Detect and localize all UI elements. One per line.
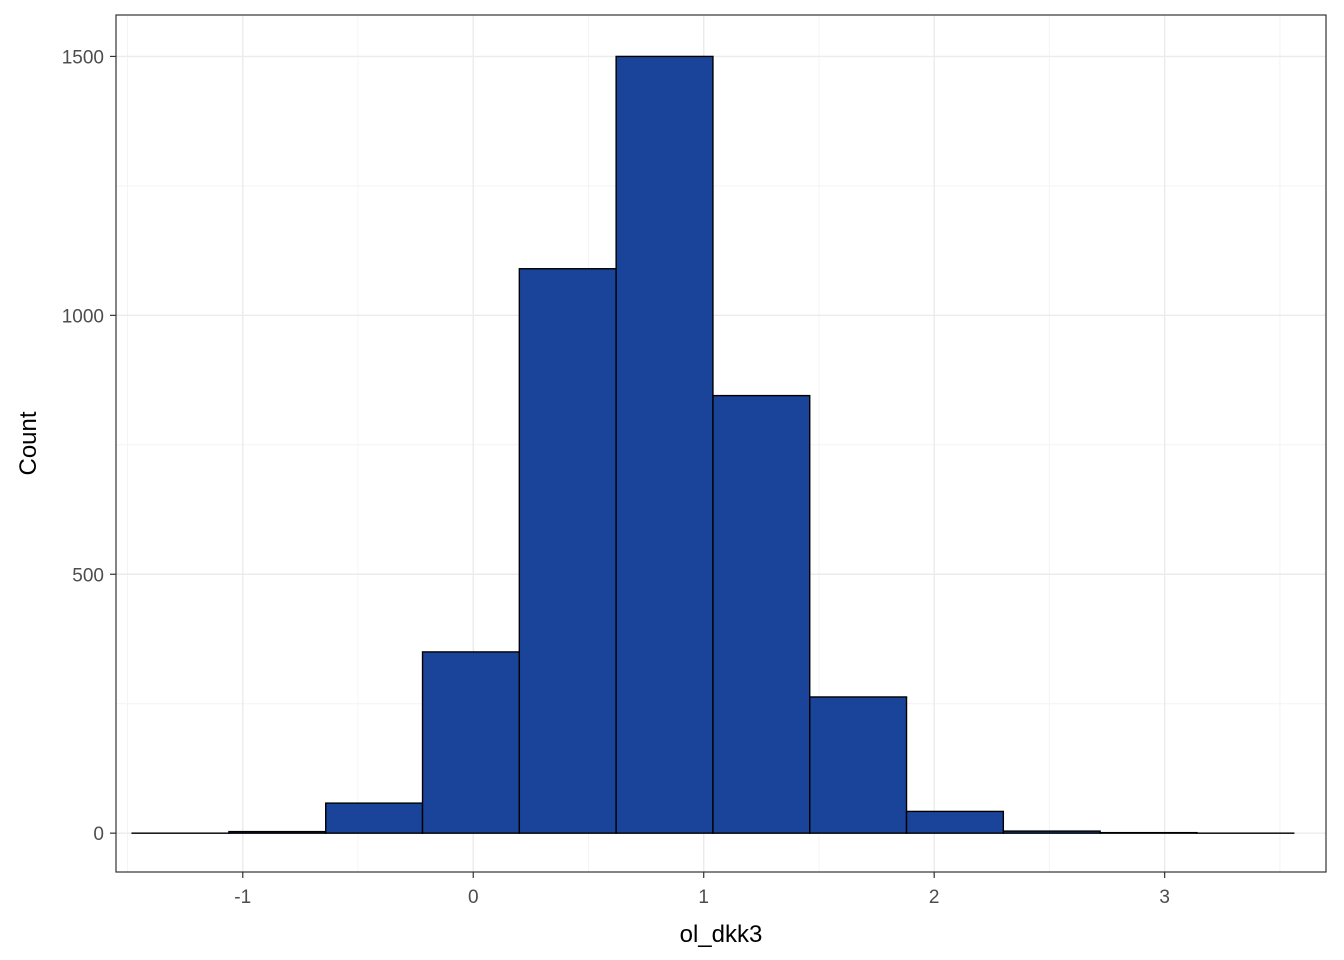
histogram-bar	[325, 802, 424, 834]
y-axis-title: Count	[15, 411, 42, 475]
x-axis-title: ol_dkk3	[680, 921, 763, 948]
x-tick-label: -1	[234, 887, 251, 908]
y-tick-label: 1500	[62, 47, 104, 68]
x-tick-label: 3	[1159, 887, 1170, 908]
histogram-bar	[228, 830, 327, 834]
histogram-bar	[518, 268, 617, 834]
x-axis: -1 0 1 2 3	[234, 872, 1170, 908]
histogram-bar	[905, 810, 1005, 834]
y-tick-label: 500	[72, 565, 104, 586]
histogram-bar	[1002, 830, 1101, 834]
x-tick-label: 0	[468, 887, 479, 908]
panel-border	[115, 14, 1327, 873]
x-tick-label: 2	[929, 887, 940, 908]
histogram-bar	[615, 55, 714, 834]
x-tick-label: 1	[698, 887, 709, 908]
histogram-bar	[809, 696, 908, 834]
histogram-bar	[421, 651, 521, 834]
histogram-bars	[131, 55, 1295, 834]
y-axis: 0 500 1000 1500	[62, 47, 116, 845]
y-tick-label: 1000	[62, 306, 104, 327]
y-tick-label: 0	[93, 824, 104, 845]
histogram-bar	[712, 394, 811, 834]
histogram-bar	[1099, 831, 1198, 834]
